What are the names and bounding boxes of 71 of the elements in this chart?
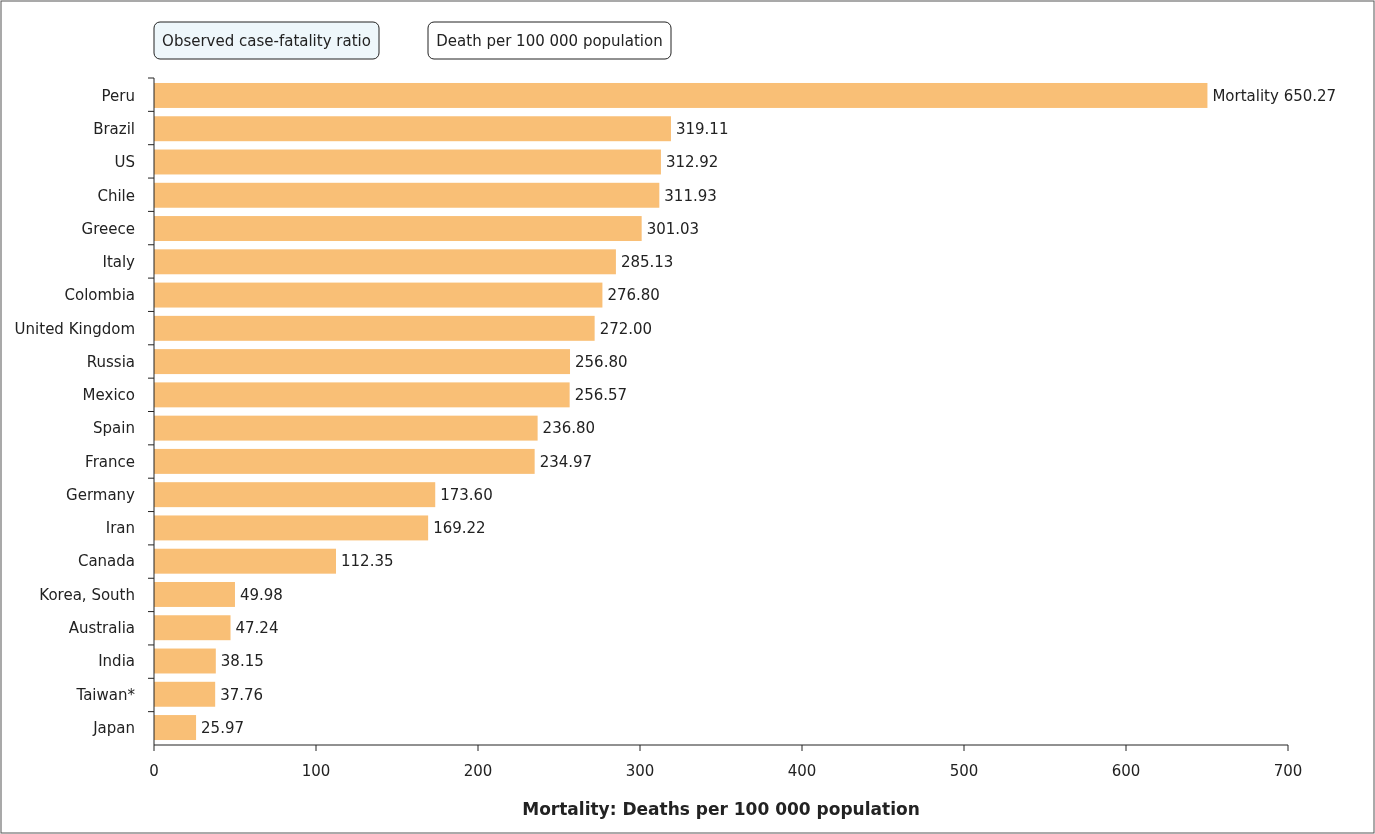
data-label: 301.03 bbox=[646, 219, 700, 238]
y-tick-label: Italy bbox=[102, 253, 136, 272]
data-label: 319.11 bbox=[675, 119, 729, 138]
data-label: 285.13 bbox=[620, 253, 674, 272]
data-label: 169.22 bbox=[433, 519, 486, 538]
bar bbox=[154, 382, 570, 408]
data-label: 256.57 bbox=[574, 386, 628, 405]
y-tick-label: Korea, South bbox=[39, 585, 135, 604]
x-tick-label: 600 bbox=[1111, 762, 1141, 780]
data-label: 49.98 bbox=[239, 585, 283, 604]
bar bbox=[154, 216, 642, 242]
bar bbox=[154, 82, 1208, 108]
y-tick-label: United Kingdom bbox=[14, 319, 135, 338]
x-axis-title: Mortality: Deaths per 100 000 population bbox=[522, 799, 920, 819]
data-label: 47.24 bbox=[235, 618, 279, 637]
y-tick-label: Canada bbox=[77, 552, 135, 571]
y-tick-label: Iran bbox=[105, 519, 135, 538]
bar bbox=[154, 615, 231, 641]
data-label: 234.97 bbox=[539, 452, 593, 471]
data-label: 272.00 bbox=[599, 319, 653, 338]
y-tick-label: Brazil bbox=[93, 119, 135, 138]
y-tick-label: Russia bbox=[86, 352, 135, 371]
data-label: 38.15 bbox=[220, 652, 264, 671]
bar bbox=[154, 349, 571, 375]
x-tick-label: 300 bbox=[625, 762, 655, 780]
x-tick-label: 200 bbox=[463, 762, 493, 780]
data-label: 311.93 bbox=[664, 186, 717, 205]
x-tick-label: 400 bbox=[787, 762, 817, 780]
y-tick-label: Germany bbox=[66, 485, 136, 504]
text: Death per 100 000 population bbox=[436, 32, 663, 51]
data-label: 112.35 bbox=[341, 552, 394, 571]
bar bbox=[154, 315, 595, 341]
bar bbox=[154, 581, 235, 607]
bar bbox=[154, 482, 436, 508]
bar bbox=[154, 515, 429, 541]
bar bbox=[154, 116, 671, 142]
bar bbox=[154, 415, 538, 441]
y-tick-label: Mexico bbox=[82, 386, 135, 405]
y-tick-label: Australia bbox=[68, 618, 135, 637]
x-tick-label: 500 bbox=[949, 762, 979, 780]
data-label: Mortality 650.27 bbox=[1212, 86, 1337, 105]
bar bbox=[154, 548, 337, 574]
bar bbox=[154, 715, 197, 741]
y-tick-label: Japan bbox=[92, 718, 135, 737]
data-label: 312.92 bbox=[665, 153, 719, 172]
data-label: 276.80 bbox=[607, 286, 660, 305]
bar bbox=[154, 149, 661, 175]
text: Observed case-fatality ratio bbox=[162, 32, 371, 51]
bar bbox=[154, 681, 216, 707]
data-label: 37.76 bbox=[220, 685, 264, 704]
y-tick-label: Colombia bbox=[64, 286, 135, 305]
bar bbox=[154, 249, 616, 275]
data-label: 236.80 bbox=[542, 419, 596, 438]
y-tick-label: Taiwan* bbox=[75, 685, 136, 704]
y-tick-label: Chile bbox=[97, 186, 135, 205]
bar bbox=[154, 182, 660, 208]
y-tick-label: Peru bbox=[101, 86, 135, 105]
x-tick-label: 0 bbox=[149, 762, 159, 780]
bar bbox=[154, 282, 603, 308]
y-tick-label: US bbox=[114, 153, 135, 172]
y-tick-label: India bbox=[98, 652, 135, 671]
y-tick-label: Greece bbox=[81, 219, 135, 238]
x-tick-label: 700 bbox=[1273, 762, 1303, 780]
data-label: 173.60 bbox=[440, 485, 493, 504]
bar bbox=[154, 648, 216, 674]
bar bbox=[154, 448, 535, 474]
y-tick-label: France bbox=[85, 452, 135, 471]
x-tick-label: 100 bbox=[301, 762, 331, 780]
data-label: 256.80 bbox=[575, 352, 628, 371]
data-label: 25.97 bbox=[201, 718, 245, 737]
y-tick-label: Spain bbox=[93, 419, 135, 438]
